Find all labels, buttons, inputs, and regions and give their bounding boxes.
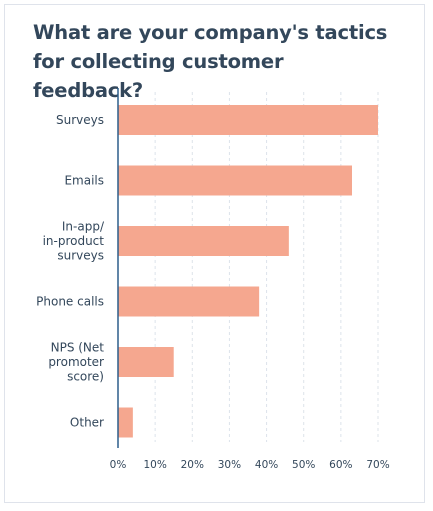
x-tick-labels: 0% 10% 20% 30% 40% 50% 60% 70% <box>110 459 390 471</box>
grid-lines <box>154 92 379 442</box>
x-tick-label: 20% <box>181 459 204 471</box>
category-label: Other <box>70 416 104 430</box>
category-label: Emails <box>64 174 104 188</box>
bar <box>118 286 260 317</box>
x-tick-label: 40% <box>255 459 278 471</box>
x-tick-label: 50% <box>292 459 315 471</box>
bar <box>118 165 352 196</box>
category-label: score) <box>67 370 104 384</box>
category-label: NPS (Net <box>51 341 105 355</box>
x-tick-label: 30% <box>218 459 241 471</box>
category-label: In-app/ <box>62 220 105 234</box>
x-tick-label: 70% <box>366 459 389 471</box>
category-label: Phone calls <box>36 295 104 309</box>
chart-title: What are your company's tactics for coll… <box>33 21 388 102</box>
bars <box>118 105 378 438</box>
category-label: promoter <box>48 355 104 369</box>
category-label: in-product <box>43 234 105 248</box>
bar <box>118 407 133 438</box>
x-tick-label: 10% <box>143 459 166 471</box>
bar <box>118 226 289 256</box>
category-label: Surveys <box>56 113 104 127</box>
bar <box>118 105 378 135</box>
bar <box>118 347 174 377</box>
x-tick-label: 60% <box>329 459 352 471</box>
category-label: surveys <box>57 249 104 263</box>
x-tick-label: 0% <box>110 459 127 471</box>
